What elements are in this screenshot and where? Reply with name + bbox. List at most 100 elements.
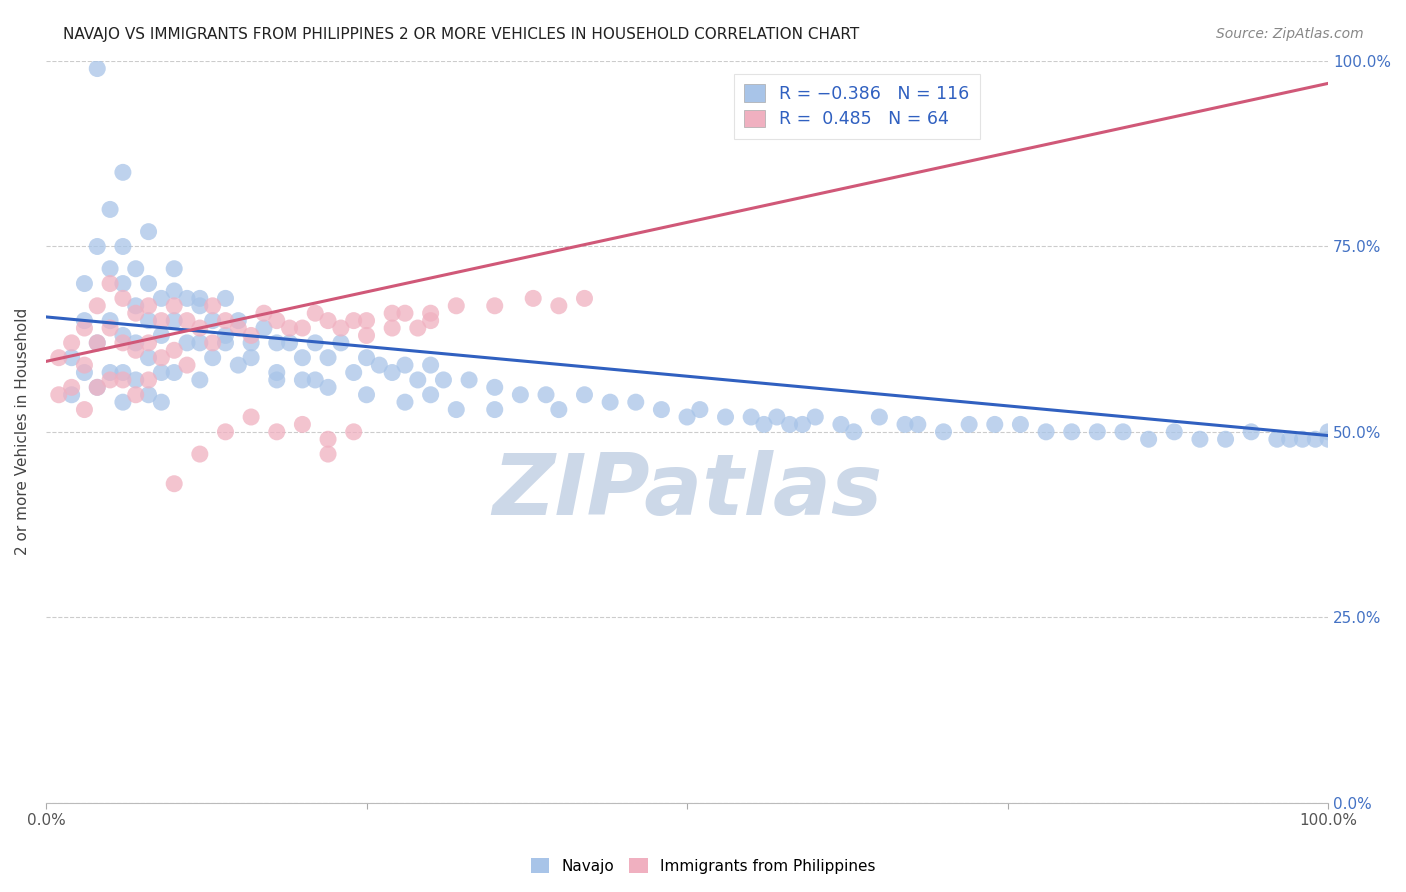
Point — [150, 328, 173, 343]
Point — [188, 335, 211, 350]
Point — [792, 417, 814, 432]
Point — [201, 299, 224, 313]
Point — [150, 292, 173, 306]
Legend: Navajo, Immigrants from Philippines: Navajo, Immigrants from Philippines — [524, 852, 882, 880]
Point — [446, 402, 468, 417]
Point — [343, 313, 366, 327]
Point — [150, 313, 173, 327]
Point — [86, 380, 108, 394]
Point — [73, 321, 96, 335]
Point — [240, 351, 263, 365]
Point — [266, 425, 288, 439]
Point — [356, 313, 378, 327]
Point — [304, 373, 326, 387]
Point — [150, 395, 173, 409]
Point — [484, 380, 506, 394]
Point — [419, 306, 441, 320]
Point — [86, 299, 108, 313]
Point — [356, 351, 378, 365]
Point — [125, 306, 148, 320]
Point — [752, 417, 775, 432]
Point — [111, 292, 134, 306]
Point — [60, 388, 83, 402]
Point — [125, 261, 148, 276]
Point — [304, 306, 326, 320]
Point — [163, 476, 186, 491]
Point — [894, 417, 917, 432]
Point — [73, 402, 96, 417]
Point — [574, 292, 596, 306]
Point — [226, 313, 249, 327]
Point — [1010, 417, 1032, 432]
Point — [356, 328, 378, 343]
Point — [714, 409, 737, 424]
Text: Source: ZipAtlas.com: Source: ZipAtlas.com — [1216, 27, 1364, 41]
Point — [291, 321, 314, 335]
Point — [984, 417, 1007, 432]
Point — [138, 313, 160, 327]
Point — [111, 277, 134, 291]
Point — [176, 335, 198, 350]
Point — [343, 425, 366, 439]
Point — [842, 425, 865, 439]
Point — [316, 351, 339, 365]
Point — [406, 321, 429, 335]
Point — [316, 447, 339, 461]
Point — [574, 388, 596, 402]
Point — [138, 299, 160, 313]
Point — [830, 417, 852, 432]
Point — [73, 366, 96, 380]
Point — [624, 395, 647, 409]
Point — [368, 358, 391, 372]
Point — [188, 299, 211, 313]
Point — [111, 335, 134, 350]
Point — [1137, 432, 1160, 446]
Point — [111, 373, 134, 387]
Point — [214, 425, 236, 439]
Point — [304, 335, 326, 350]
Point — [163, 366, 186, 380]
Point — [240, 328, 263, 343]
Point — [60, 351, 83, 365]
Point — [98, 321, 121, 335]
Point — [1060, 425, 1083, 439]
Point — [125, 373, 148, 387]
Point — [188, 321, 211, 335]
Point — [907, 417, 929, 432]
Point — [138, 277, 160, 291]
Point — [740, 409, 762, 424]
Point — [329, 335, 352, 350]
Point — [419, 388, 441, 402]
Point — [138, 388, 160, 402]
Point — [394, 306, 416, 320]
Point — [1305, 432, 1327, 446]
Point — [650, 402, 672, 417]
Point — [86, 380, 108, 394]
Point — [356, 388, 378, 402]
Point — [484, 402, 506, 417]
Point — [1265, 432, 1288, 446]
Point — [138, 335, 160, 350]
Point — [765, 409, 787, 424]
Point — [522, 292, 544, 306]
Point — [381, 366, 404, 380]
Point — [1188, 432, 1211, 446]
Point — [111, 239, 134, 253]
Point — [253, 321, 276, 335]
Point — [125, 343, 148, 358]
Point — [1163, 425, 1185, 439]
Point — [458, 373, 481, 387]
Point — [291, 351, 314, 365]
Point — [1085, 425, 1108, 439]
Point — [201, 351, 224, 365]
Point — [676, 409, 699, 424]
Point — [163, 313, 186, 327]
Point — [98, 202, 121, 217]
Point — [125, 335, 148, 350]
Point — [316, 432, 339, 446]
Point — [125, 299, 148, 313]
Point — [214, 292, 236, 306]
Point — [138, 373, 160, 387]
Point — [868, 409, 890, 424]
Point — [201, 335, 224, 350]
